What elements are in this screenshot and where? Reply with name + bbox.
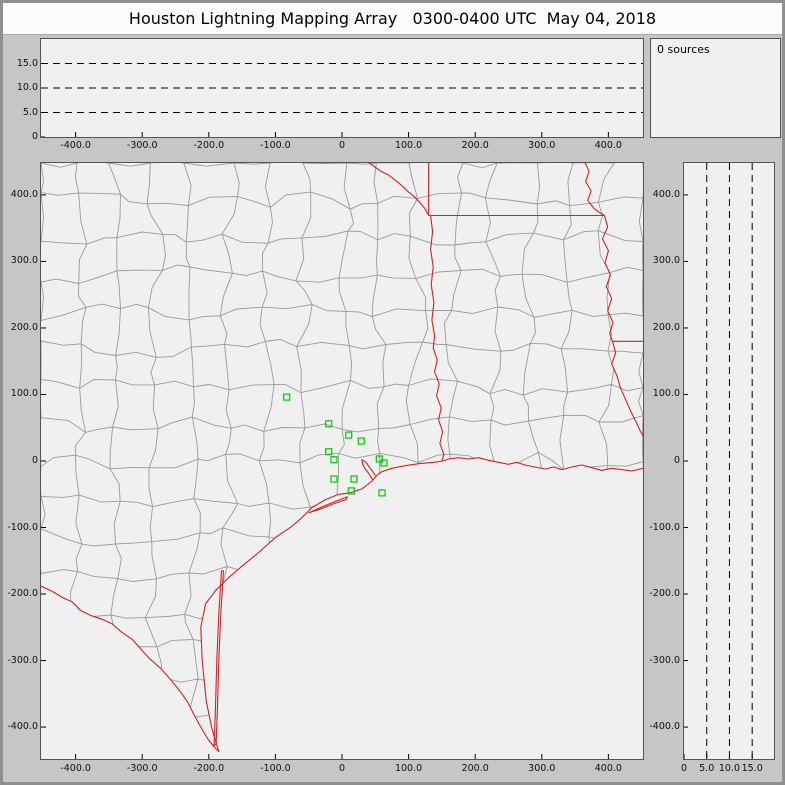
- lma-station-marker: [283, 393, 291, 401]
- ns-tick-label: 100.0: [652, 388, 680, 400]
- ew-tick-label: -100.0: [260, 140, 291, 151]
- alt-tick-label: 15.0: [16, 57, 38, 69]
- alt-tick-label: 0: [680, 763, 688, 774]
- alt-tick-label: 10.0: [718, 763, 741, 774]
- ns-tick-label: 400.0: [10, 188, 38, 200]
- map-panel[interactable]: [40, 162, 644, 760]
- ew-tick-label: 0: [338, 140, 346, 151]
- alt-tick-label: 0: [31, 131, 38, 142]
- sources-panel: 0 sources: [650, 38, 781, 138]
- ew-tick-label: 200.0: [461, 140, 489, 151]
- lma-station-marker: [330, 475, 338, 483]
- ns-tick-label: -200.0: [7, 588, 38, 600]
- ew-tick-label: 400.0: [594, 763, 622, 774]
- ew-tick-label: 100.0: [394, 763, 423, 774]
- ns-tick-label: 200.0: [10, 321, 38, 333]
- ns-tick-label: -200.0: [649, 588, 680, 600]
- ew-tick-label: -400.0: [60, 140, 91, 151]
- ns-tick-label: 300.0: [652, 255, 680, 267]
- lma-station-marker: [350, 475, 358, 483]
- alt-tick-label: 5.0: [22, 106, 38, 118]
- alt-tick-label: 10.0: [16, 82, 38, 93]
- padre-island-line: [213, 570, 225, 747]
- ew-tick-label: 100.0: [394, 140, 423, 151]
- lma-station-marker: [347, 487, 355, 495]
- matagorda-island-line: [308, 496, 348, 514]
- lma-station-marker: [345, 431, 353, 439]
- ew-tick-label: -200.0: [193, 140, 225, 151]
- altitude-ns-plot[interactable]: [684, 163, 774, 759]
- gulf-of-mexico-area: [41, 457, 643, 759]
- alt-tick-label: 15.0: [741, 763, 763, 774]
- ns-tick-label: 100.0: [10, 388, 38, 400]
- lma-station-marker: [378, 489, 386, 497]
- lma-station-marker: [325, 420, 333, 428]
- rio-grande-line: [41, 585, 220, 753]
- ew-tick-label: -400.0: [60, 763, 91, 774]
- mississippi-river-line: [584, 163, 643, 436]
- ew-tick-label: -300.0: [126, 140, 158, 151]
- ns-tick-label: -100.0: [7, 521, 38, 533]
- red-river-line: [368, 163, 430, 216]
- altitude-ew-plot[interactable]: [41, 39, 643, 137]
- ew-tick-label: 300.0: [528, 763, 556, 774]
- lma-station-marker: [380, 459, 388, 467]
- altitude-ew-panel[interactable]: [40, 38, 644, 138]
- ew-tick-label: 200.0: [461, 763, 489, 774]
- tx-la-border-line: [430, 215, 445, 462]
- lma-station-marker: [325, 448, 333, 456]
- lma-station-marker: [357, 437, 365, 445]
- altitude-ns-panel[interactable]: [683, 162, 775, 760]
- ew-tick-label: -100.0: [260, 763, 291, 774]
- ns-tick-label: -400.0: [7, 721, 38, 733]
- ew-tick-label: 400.0: [594, 140, 622, 151]
- ns-tick-label: 0: [673, 455, 680, 466]
- page-title: Houston Lightning Mapping Array 0300-040…: [128, 9, 657, 28]
- ns-tick-label: -300.0: [649, 654, 680, 666]
- source-count: 0 sources: [657, 43, 710, 56]
- lma-station-marker: [330, 456, 338, 464]
- alt-tick-label: 5.0: [699, 763, 715, 774]
- ns-tick-label: 0: [31, 455, 38, 466]
- title-bar: Houston Lightning Mapping Array 0300-040…: [3, 3, 782, 35]
- ns-tick-label: -100.0: [649, 521, 680, 533]
- ns-tick-label: -400.0: [649, 721, 680, 733]
- lma-station-marker: [375, 455, 383, 463]
- ew-tick-label: -200.0: [193, 763, 225, 774]
- ns-tick-label: 300.0: [10, 255, 38, 267]
- ns-tick-label: 400.0: [652, 188, 680, 200]
- ew-tick-label: -300.0: [126, 763, 158, 774]
- ns-tick-label: 200.0: [652, 321, 680, 333]
- galveston-bay-line: [361, 459, 376, 480]
- ns-tick-label: -300.0: [7, 654, 38, 666]
- plan-view-map[interactable]: [41, 163, 643, 759]
- coast-line: [200, 457, 643, 752]
- ew-tick-label: 300.0: [528, 140, 556, 151]
- ew-tick-label: 0: [338, 763, 346, 774]
